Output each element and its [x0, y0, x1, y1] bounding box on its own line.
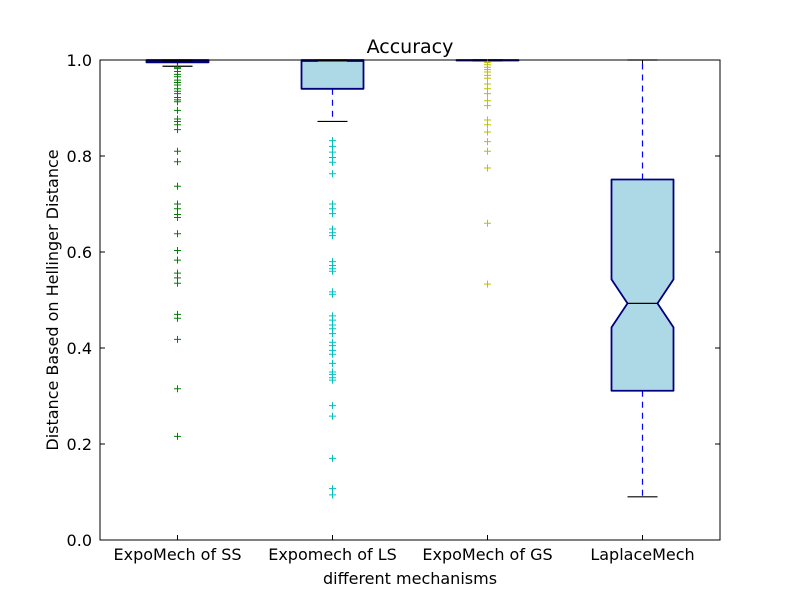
plot-frame [99, 59, 721, 541]
plot-area: 0.0 0.2 0.4 0.6 0.8 1.0 ExpoMech of SS Expomech… [67, 51, 720, 564]
outlier-point [174, 256, 181, 264]
outlier-point [174, 213, 181, 221]
chart-title: Accuracy [367, 36, 454, 58]
outlier-point [174, 158, 181, 166]
outlier-point [329, 158, 336, 166]
outlier-point [174, 247, 181, 255]
outlier-point [329, 485, 336, 493]
outlier-point [174, 314, 181, 322]
box-1 [145, 59, 210, 440]
outlier-point [329, 170, 336, 178]
outlier-point [174, 147, 181, 155]
outlier-point [174, 106, 181, 114]
outlier-point [329, 350, 336, 358]
outlier-point [484, 121, 491, 129]
outlier-point [484, 164, 491, 172]
x-tick-label: ExpoMech of GS [422, 545, 552, 564]
box-body [300, 59, 365, 90]
outlier-point [174, 279, 181, 287]
outlier-point [329, 330, 336, 338]
y-tick-label: 1.0 [67, 51, 92, 70]
outlier-point [329, 290, 336, 298]
outlier-point [329, 210, 336, 218]
y-tick-label: 0.8 [67, 147, 92, 166]
outlier-point [174, 335, 181, 343]
x-axis-title: different mechanisms [323, 569, 497, 588]
outlier-point [329, 402, 336, 410]
outlier-point [484, 128, 491, 136]
outlier-point [484, 147, 491, 155]
outlier-point [329, 491, 336, 499]
y-tick-label: 0.2 [67, 435, 92, 454]
outlier-point [484, 138, 491, 146]
outlier-point [174, 230, 181, 238]
outlier-point [174, 385, 181, 393]
box-4 [610, 59, 675, 498]
outlier-point [174, 432, 181, 440]
outlier-point [484, 102, 491, 110]
outlier-point [329, 454, 336, 462]
outlier-point [329, 412, 336, 420]
y-tick-label: 0.6 [67, 243, 92, 262]
outlier-point [329, 359, 336, 367]
outlier-point [484, 280, 491, 288]
outlier-point [174, 182, 181, 190]
y-axis-title: Distance Based on Hellinger Distance [43, 149, 62, 450]
y-tick-label: 0.0 [67, 531, 92, 550]
x-tick-label: ExpoMech of SS [113, 545, 241, 564]
outlier-point [329, 232, 336, 240]
y-tick-label: 0.4 [67, 339, 92, 358]
box-3 [455, 58, 520, 288]
x-tick-label: Expomech of LS [268, 545, 397, 564]
outlier-point [174, 126, 181, 134]
outlier-point [484, 90, 491, 98]
box-body [610, 178, 675, 392]
outlier-point [174, 98, 181, 106]
outlier-point [329, 267, 336, 275]
x-tick-label: LaplaceMech [590, 545, 694, 564]
outlier-point [329, 376, 336, 384]
box-2 [300, 59, 365, 499]
outlier-point [484, 219, 491, 227]
